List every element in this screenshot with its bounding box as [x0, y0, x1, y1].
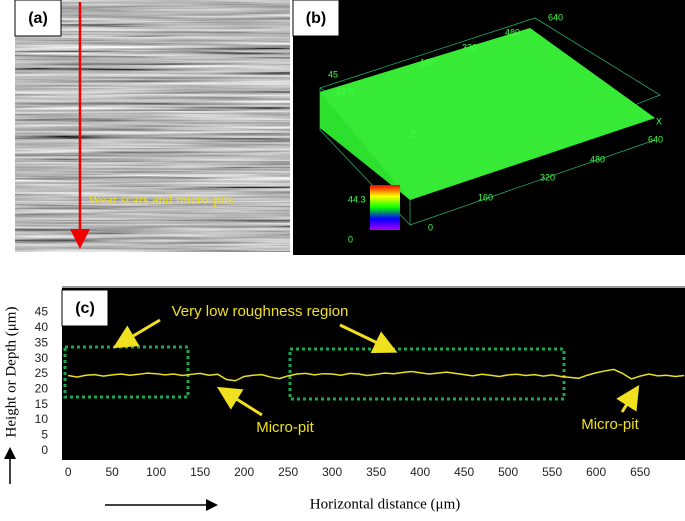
- axis-3d-label: 44.3: [348, 194, 366, 204]
- annotation: Very low roughness region: [172, 303, 349, 320]
- x-tick-label: 200: [234, 465, 254, 479]
- panel-label: (c): [75, 300, 95, 317]
- surface-top: [320, 28, 655, 200]
- x-tick-label: 400: [410, 465, 430, 479]
- axis-3d-label: 160: [478, 192, 493, 202]
- x-tick-label: 100: [146, 465, 166, 479]
- plot-border: [62, 286, 685, 288]
- arrow: [616, 384, 640, 413]
- axis-3d-label: 45: [328, 69, 338, 79]
- label-box: [61, 289, 109, 327]
- panel-b: (b) 640 480 320 160 45 22.5 X Z 640 480 320 160 0 44.…: [292, 0, 685, 255]
- arrow: [216, 386, 263, 417]
- x-tick-label: 450: [454, 465, 474, 479]
- label-box: [14, 0, 62, 37]
- axis-3d-label: 0: [348, 234, 353, 244]
- y-tick-label: 40: [35, 320, 49, 334]
- axis-3d-label: 320: [540, 172, 555, 182]
- axis-3d-label: 0: [428, 222, 433, 232]
- x-tick-label: 550: [542, 465, 562, 479]
- axis-3d-label: 160: [420, 57, 435, 67]
- arrow: [112, 318, 161, 349]
- x-axis-label: Horizontal distance (μm): [310, 496, 461, 512]
- x-tick-label: 50: [105, 465, 119, 479]
- y-tick-label: 10: [35, 412, 49, 426]
- y-tick-label: 0: [41, 443, 48, 457]
- annotation: Micro-pit: [256, 419, 314, 436]
- x-tick-label: 350: [366, 465, 386, 479]
- y-tick-label: 35: [35, 335, 49, 349]
- axis-3d-label: 480: [590, 154, 605, 164]
- axis-3d-label: 640: [548, 12, 563, 22]
- axis-3d-label: Z: [410, 129, 416, 139]
- y-tick-label: 45: [35, 305, 49, 319]
- y-tick-label: 5: [41, 428, 48, 442]
- label-box: [292, 0, 340, 37]
- x-tick-label: 250: [278, 465, 298, 479]
- panel-label: (a): [28, 10, 48, 27]
- x-tick-label: 0: [65, 465, 72, 479]
- arrow: [339, 323, 398, 354]
- micrograph-texture: [15, 0, 290, 252]
- x-tick-label: 650: [630, 465, 650, 479]
- y-axis-label: Height or Depth (μm): [3, 307, 19, 438]
- x-tick-label: 500: [498, 465, 518, 479]
- axis-3d-label: 640: [648, 134, 663, 144]
- profile-line: [68, 368, 685, 382]
- annotation: Micro-pit: [581, 416, 639, 433]
- axis-3d-label: X: [656, 116, 662, 126]
- y-tick-label: 25: [35, 366, 49, 380]
- annotation: Wear scars and micro-pits: [88, 193, 233, 208]
- y-tick-label: 20: [35, 382, 49, 396]
- box-edge: [409, 139, 656, 226]
- x-tick-label: 600: [586, 465, 606, 479]
- x-tick-label: 150: [190, 465, 210, 479]
- y-tick-label: 30: [35, 351, 49, 365]
- axis-3d-label: 320: [462, 42, 477, 52]
- panel-label: (b): [306, 10, 326, 27]
- axis-3d-label: 22.5: [336, 86, 354, 96]
- y-tick-label: 15: [35, 397, 49, 411]
- x-tick-label: 300: [322, 465, 342, 479]
- axis-3d-label: 480: [505, 27, 520, 37]
- color-bar: [370, 185, 400, 230]
- panel-a: (a) Wear scars and micro-pits: [14, 0, 290, 252]
